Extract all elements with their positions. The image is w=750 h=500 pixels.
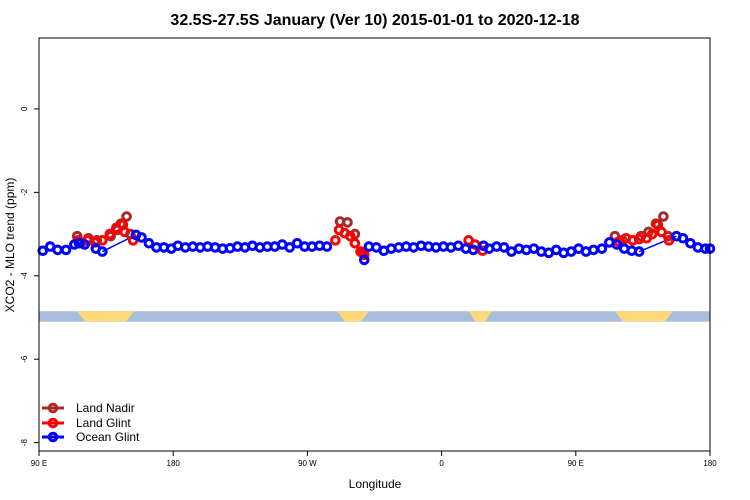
ocean-glint-point-6 <box>79 239 90 250</box>
x-tick-label-3: 0 <box>439 459 444 468</box>
ocean-glint-point-3 <box>60 244 72 256</box>
data-points <box>37 211 716 266</box>
land-glint-point-7 <box>119 226 131 238</box>
x-tick-label-4: 90 E <box>568 459 584 468</box>
land-glint-point-3 <box>97 235 108 246</box>
ocean-glint-point-51 <box>467 244 479 256</box>
series-land-glint <box>72 219 675 261</box>
land-glint-point-24 <box>646 228 658 240</box>
series-ocean-glint <box>37 229 716 266</box>
land-band-segment-0 <box>77 311 135 322</box>
x-axis-ticks: 90 E 180 90 W 0 90 E 180 <box>31 451 717 468</box>
ocean-glint-point-10 <box>136 232 147 243</box>
land-glint-point-27 <box>663 235 675 246</box>
ocean-glint-point-73 <box>633 246 645 257</box>
ocean-glint-point-35 <box>321 241 333 252</box>
ocean-glint-point-30 <box>284 242 295 253</box>
chart-legend: Land Nadir Land Glint Ocean Glint <box>42 401 140 444</box>
y-axis-ticks: 0 -2 -4 -6 -8 <box>20 106 39 446</box>
land-nadir-point-7 <box>121 211 132 222</box>
ocean-glint-point-76 <box>685 237 696 249</box>
ocean-glint-point-4 <box>69 239 80 250</box>
x-tick-label-2: 90 W <box>298 459 317 468</box>
x-tick-label-0: 90 E <box>31 459 47 468</box>
legend-land-glint-marker <box>47 417 59 429</box>
land-glint-point-4 <box>104 228 116 240</box>
land-nadir-point-10 <box>342 217 353 228</box>
land-nadir-point-18 <box>658 211 669 222</box>
y-axis-label: XCO2 - MLO trend (ppm) <box>3 178 17 313</box>
y-tick-label-0: 0 <box>20 106 29 111</box>
land-band-segment-1 <box>337 311 369 322</box>
ocean-glint-point-8 <box>97 246 108 257</box>
y-tick-label-3: -6 <box>20 355 29 363</box>
plot-frame <box>38 37 711 452</box>
ocean-glint-point-78 <box>700 243 711 254</box>
land-band-segment-3 <box>614 311 673 322</box>
land-band-segment-2 <box>468 311 492 322</box>
legend-entry-ocean-glint: Ocean Glint <box>42 430 140 444</box>
land-glint-point-15 <box>358 249 370 261</box>
ocean-glint-point-75 <box>677 232 689 244</box>
ocean-band-segment <box>39 311 710 322</box>
ocean-glint-point-2 <box>52 244 63 256</box>
surface-type-band <box>39 311 710 322</box>
land-glint-point-12 <box>344 230 356 242</box>
ocean-glint-point-36 <box>358 254 370 266</box>
land-glint-point-26 <box>656 226 667 238</box>
legend-land-nadir-marker <box>47 402 59 414</box>
chart-title: 32.5S-27.5S January (Ver 10) 2015-01-01 … <box>170 12 579 29</box>
ocean-glint-point-68 <box>596 243 608 254</box>
ocean-glint-point-55 <box>498 242 510 253</box>
legend-land-glint-label: Land Glint <box>76 416 131 430</box>
x-axis-label: Longitude <box>349 477 402 491</box>
y-tick-label-2: -4 <box>20 272 29 280</box>
legend-entry-land-nadir: Land Nadir <box>42 401 135 415</box>
legend-entry-land-glint: Land Glint <box>42 416 131 430</box>
y-tick-label-4: -8 <box>20 439 29 447</box>
y-tick-label-1: -2 <box>20 188 29 196</box>
ocean-glint-point-70 <box>611 239 623 250</box>
legend-ocean-glint-marker <box>47 431 59 443</box>
x-tick-label-1: 180 <box>167 459 181 468</box>
ocean-glint-point-11 <box>143 237 155 249</box>
legend-land-nadir-label: Land Nadir <box>76 401 135 415</box>
ocean-glint-point-67 <box>588 244 599 256</box>
x-tick-label-5: 180 <box>703 459 717 468</box>
legend-ocean-glint-label: Ocean Glint <box>76 430 140 444</box>
land-glint-point-9 <box>330 235 341 246</box>
land-glint-point-13 <box>349 237 361 249</box>
ocean-glint-point-5 <box>73 237 85 249</box>
